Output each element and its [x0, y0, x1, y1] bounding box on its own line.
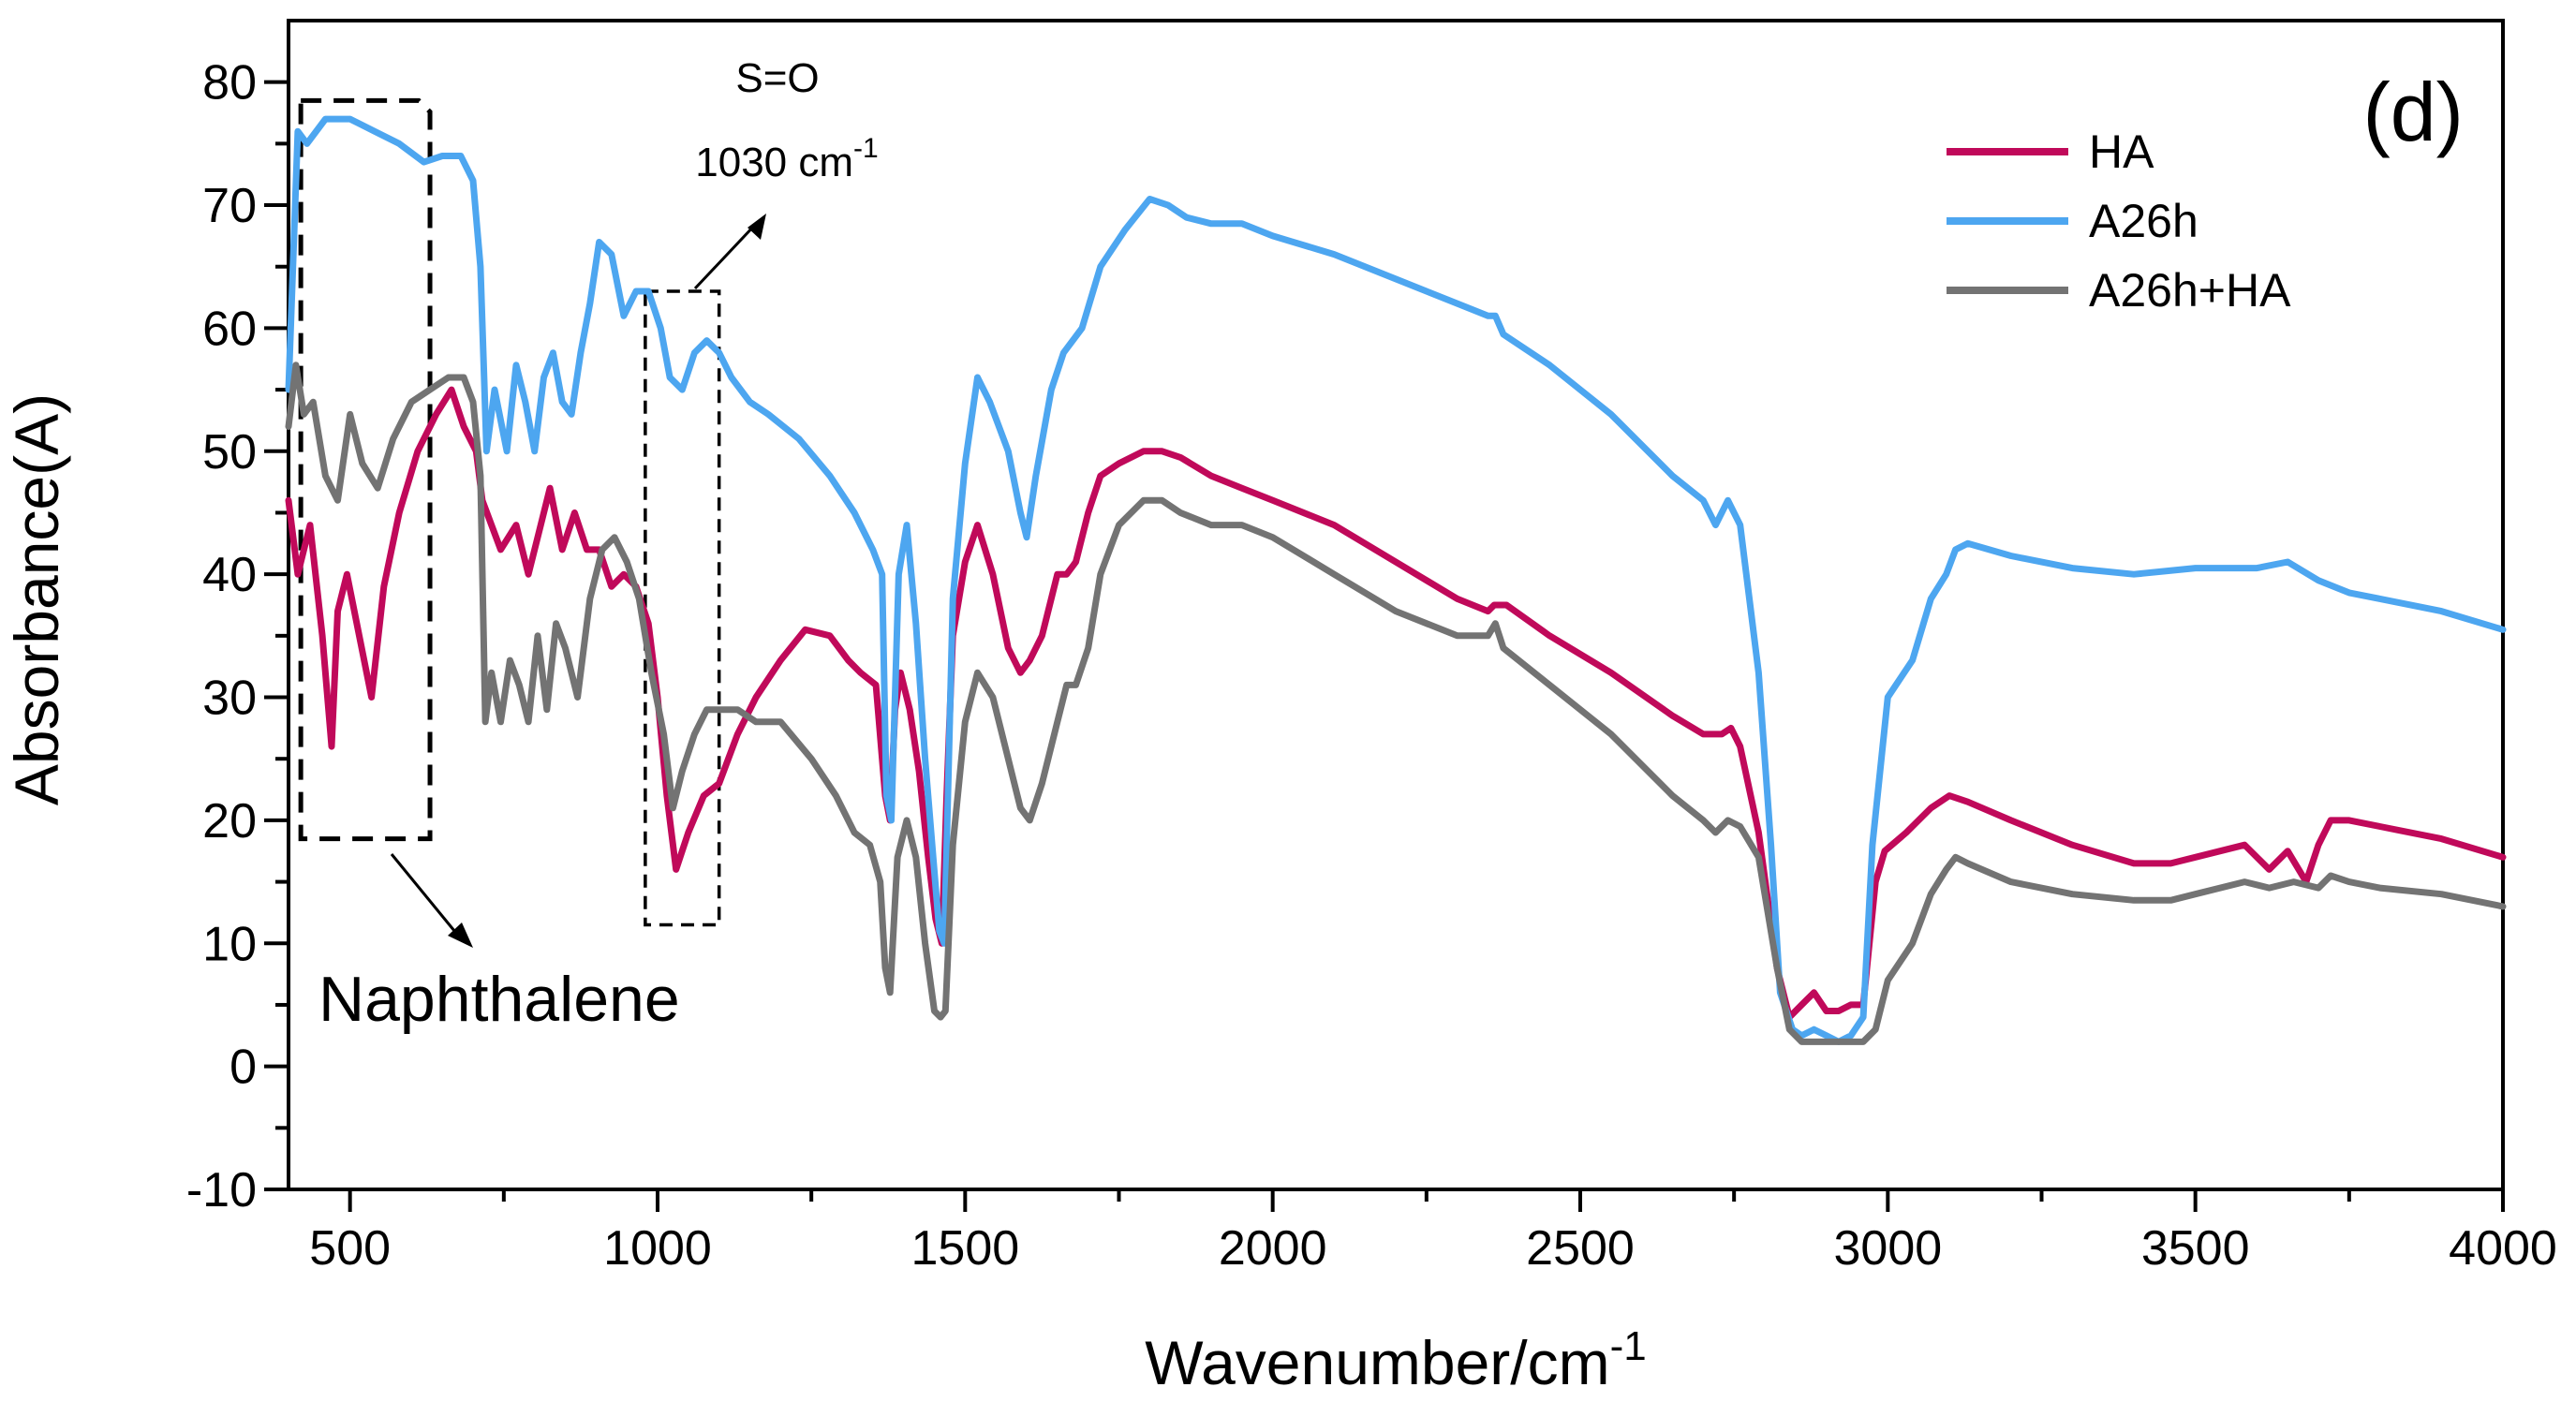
y-tick-label: 40	[202, 548, 257, 602]
naphthalene-box	[298, 97, 433, 842]
y-tick-label: 10	[202, 917, 257, 971]
x-tick-label: 500	[309, 1221, 391, 1276]
legend-label: A26h	[2089, 195, 2198, 247]
series-layer	[285, 115, 2507, 1045]
y-tick-label: 20	[202, 794, 257, 849]
x-tick-label: 3500	[2141, 1221, 2250, 1276]
x-tick-label: 1000	[603, 1221, 712, 1276]
legend-label: A26h+HA	[2089, 264, 2291, 317]
legend-label: HA	[2089, 125, 2154, 178]
y-tick-label: 60	[202, 302, 257, 356]
y-tick-label: 80	[202, 56, 257, 111]
legend: HA A26h A26h+HA	[1947, 125, 2291, 317]
panel-label: (d)	[2362, 66, 2464, 158]
y-tick-label: 30	[202, 671, 257, 726]
naphthalene-label: Naphthalene	[318, 964, 680, 1035]
x-tick-label: 3000	[1833, 1221, 1942, 1276]
sulfonyl-box	[644, 289, 721, 927]
y-axis-title: Absorbance(A)	[2, 393, 71, 805]
naphthalene-arrow	[390, 853, 461, 937]
sulfonyl-arrow	[693, 221, 759, 290]
series-line-a26h	[285, 115, 2507, 1045]
naphthalene-arrowhead	[448, 922, 473, 948]
axes-layer: 500 1000 1500 2000 2500 3000 3500 4000 -10 0 10 20 3…	[186, 19, 2557, 1276]
y-tick-label: -10	[186, 1163, 257, 1218]
y-tick-label: 70	[202, 179, 257, 233]
y-tick-label: 0	[229, 1040, 257, 1095]
x-tick-label: 2000	[1219, 1221, 1327, 1276]
x-tick-label: 2500	[1526, 1221, 1635, 1276]
plot-frame	[287, 19, 2505, 1191]
y-tick-label: 50	[202, 425, 257, 480]
x-tick-label: 1500	[910, 1221, 1019, 1276]
x-tick-label: 4000	[2449, 1221, 2557, 1276]
sulfonyl-label: S=O	[735, 55, 819, 101]
annotation-layer: Naphthalene S=O 1030 cm-1	[298, 55, 879, 1035]
series-line-a26h-ha	[285, 362, 2507, 1045]
x-axis-title: Wavenumber/cm-1	[1145, 1323, 1646, 1397]
sulfonyl-arrowhead	[748, 214, 766, 240]
sulfonyl-wavenumber: 1030 cm-1	[695, 133, 878, 185]
series-line-ha	[285, 386, 2507, 1021]
